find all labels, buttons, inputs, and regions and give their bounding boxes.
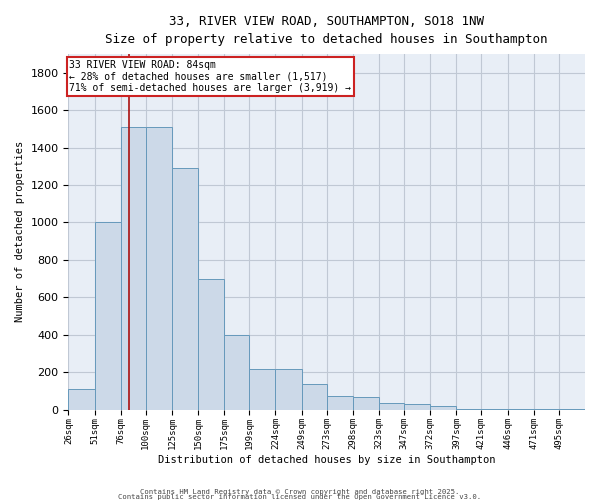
Bar: [172, 168, 198, 410]
Bar: [121, 127, 146, 410]
X-axis label: Distribution of detached houses by size in Southampton: Distribution of detached houses by size …: [158, 455, 496, 465]
Title: 33, RIVER VIEW ROAD, SOUTHAMPTON, SO18 1NW
Size of property relative to detached: 33, RIVER VIEW ROAD, SOUTHAMPTON, SO18 1…: [106, 15, 548, 46]
Bar: [198, 278, 224, 409]
Bar: [250, 370, 275, 410]
Bar: [146, 127, 172, 410]
Bar: [68, 389, 95, 409]
Bar: [481, 409, 508, 410]
Bar: [379, 403, 404, 409]
Bar: [275, 370, 302, 410]
Bar: [302, 384, 327, 409]
Bar: [353, 398, 379, 409]
Bar: [327, 396, 353, 409]
Text: 33 RIVER VIEW ROAD: 84sqm
← 28% of detached houses are smaller (1,517)
71% of se: 33 RIVER VIEW ROAD: 84sqm ← 28% of detac…: [70, 60, 352, 93]
Bar: [457, 408, 481, 410]
Bar: [224, 334, 250, 409]
Bar: [95, 222, 121, 410]
Bar: [404, 404, 430, 409]
Text: Contains HM Land Registry data © Crown copyright and database right 2025.: Contains HM Land Registry data © Crown c…: [140, 489, 460, 495]
Bar: [430, 406, 457, 409]
Y-axis label: Number of detached properties: Number of detached properties: [15, 141, 25, 322]
Text: Contains public sector information licensed under the Open Government Licence v3: Contains public sector information licen…: [118, 494, 482, 500]
